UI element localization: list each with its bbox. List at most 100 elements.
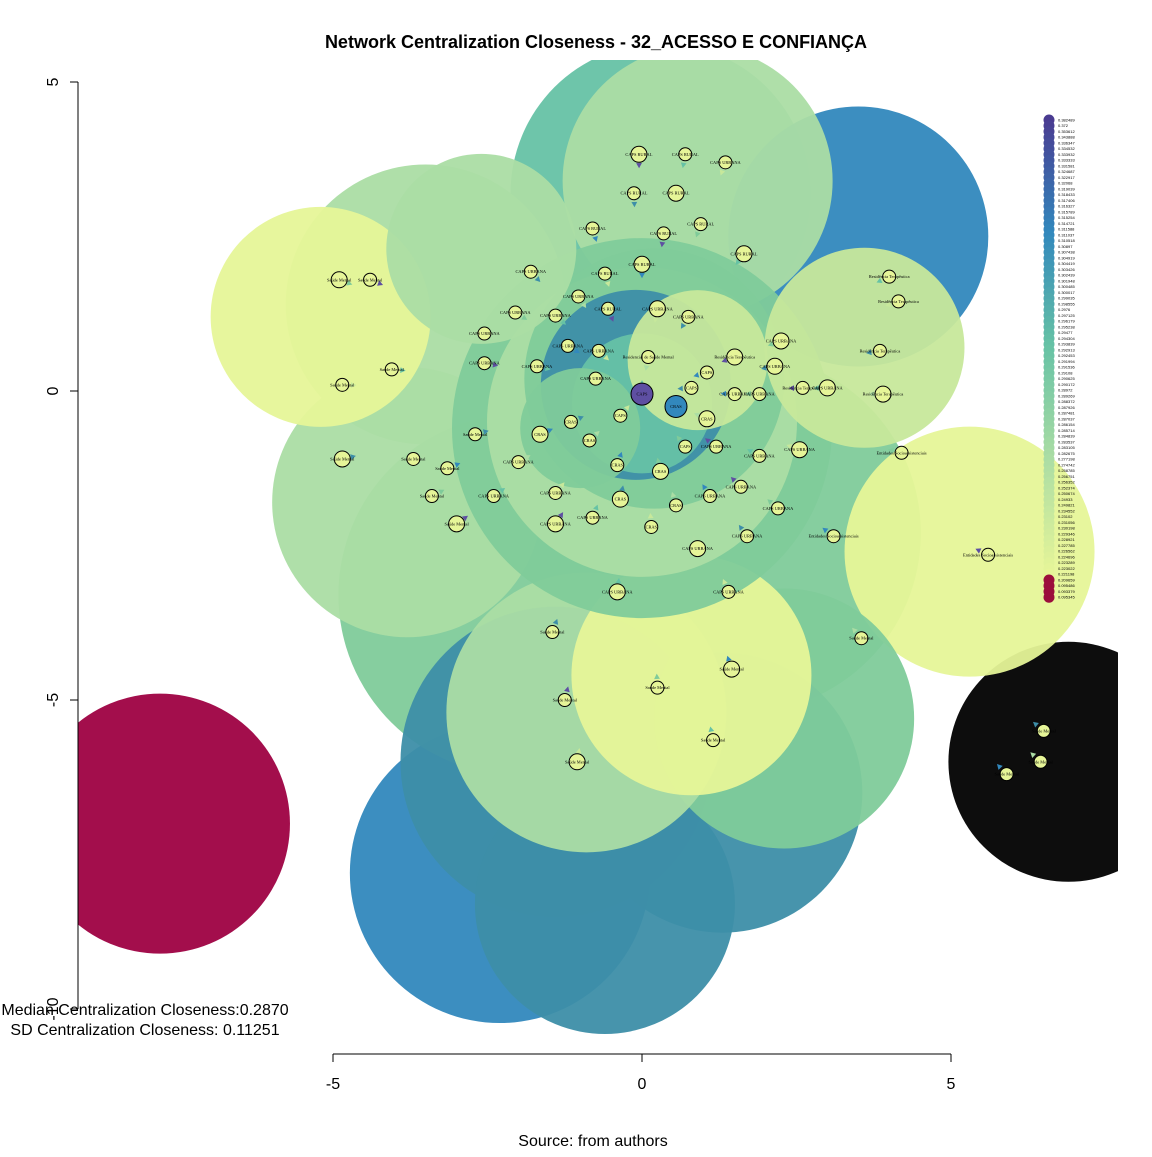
node-label: Entidades Socioassistenciais: [876, 450, 926, 455]
edge-arrow: [420, 453, 427, 460]
network-node: [726, 348, 744, 366]
legend-label: 0.334532: [1058, 146, 1075, 151]
network-node: [668, 498, 683, 513]
edge-arrow: [887, 447, 894, 454]
node-label: Saúde Mental: [719, 667, 744, 672]
legend-label: 0.333333: [1058, 158, 1075, 163]
network-node: [523, 264, 538, 279]
legend-label: 0.221198: [1058, 572, 1075, 577]
edge-arrow: [623, 405, 630, 412]
network-node: [718, 155, 733, 170]
edge-arrow: [557, 512, 564, 519]
legend-label: 0.223022: [1058, 566, 1075, 571]
legend-label: 0.256352: [1058, 480, 1075, 485]
edge-arrow: [350, 382, 357, 388]
network-node: [546, 515, 564, 533]
legend: 0.3824890.3720.3536120.3438880.3363470.3…: [1043, 114, 1075, 603]
axes-layer: 5 0 -5 -10 -5 0 5: [45, 77, 956, 1093]
edge-arrow: [813, 385, 819, 391]
network-node: [818, 379, 836, 397]
edge-arrow: [655, 457, 662, 464]
network-node: [678, 439, 693, 454]
network-node: [585, 221, 600, 236]
network-node: [709, 439, 724, 454]
node-label: Residência Terapêutica: [878, 299, 919, 304]
node-label: Entidades Socioassistenciais: [809, 534, 859, 539]
node-label: Saúde Mental: [444, 521, 469, 526]
node-label: CAPS URBANA: [469, 331, 500, 336]
node-label: Saúde Mental: [994, 772, 1019, 777]
network-node: [563, 414, 578, 429]
node-label: CRAS: [565, 419, 577, 424]
node-label: CRAS: [655, 469, 667, 474]
edge-arrow: [876, 277, 883, 283]
network-node: [723, 660, 741, 678]
legend-label: 0.095345: [1058, 595, 1075, 600]
legend-label: 0.285714: [1058, 428, 1075, 433]
node-label: CAPS URBANA: [726, 484, 757, 489]
legend-label: 0.303426: [1058, 267, 1075, 272]
network-node: [424, 489, 439, 504]
edge-arrow: [615, 577, 622, 584]
legend-label: 0.288372: [1058, 399, 1075, 404]
network-node: [678, 147, 693, 162]
network-node: [999, 767, 1014, 782]
legend-label: 0.322917: [1058, 175, 1075, 180]
edge-arrow: [761, 365, 767, 371]
network-node: [363, 272, 378, 287]
legend-label: 0.314721: [1058, 221, 1075, 226]
legend-label: 0.315254: [1058, 215, 1075, 220]
network-node: [591, 343, 606, 358]
network-node: [689, 540, 707, 558]
node-label: CAPS RURAL: [629, 262, 656, 267]
edge-arrow: [604, 281, 611, 287]
legend-label: 0.304919: [1058, 255, 1075, 260]
node-label: Saúde Mental: [380, 367, 405, 372]
network-node: [826, 529, 841, 544]
edge-arrow: [692, 535, 698, 542]
node-label: CRAS: [612, 463, 624, 468]
network-node: [721, 584, 736, 599]
network-node: [531, 425, 549, 443]
legend-label: 0.287926: [1058, 405, 1075, 410]
network-node: [529, 359, 544, 374]
node-label: CAPS URBANA: [719, 392, 750, 397]
edge-arrow: [350, 454, 356, 460]
legend-label: 0.283537: [1058, 439, 1075, 444]
network-node: [727, 387, 742, 402]
edge-arrow: [577, 415, 584, 422]
network-node: [766, 357, 784, 375]
legend-label: 0.353612: [1058, 129, 1075, 134]
network-node: [791, 441, 809, 459]
network-node: [733, 479, 748, 494]
edge-arrow: [767, 499, 774, 505]
node-label: CAPS URBANA: [760, 364, 791, 369]
edge-arrow: [492, 361, 499, 368]
legend-label: 0.307438: [1058, 250, 1075, 255]
node-label: CAPS RURAL: [687, 222, 714, 227]
node-label: CRAS: [646, 524, 658, 529]
node-label: CAPS RURAL: [650, 231, 677, 236]
network-node: [872, 343, 887, 358]
legend-label: 0.095486: [1058, 583, 1075, 588]
edge-arrow: [643, 365, 650, 371]
network-node: [706, 733, 721, 748]
edge-arrow: [491, 333, 498, 340]
node-label: Saúde Mental: [645, 685, 670, 690]
node-label: CAPS RURAL: [595, 306, 622, 311]
network-node: [568, 753, 586, 771]
network-node: [613, 408, 628, 423]
edge-arrow: [580, 302, 587, 309]
legend-label: 0.299035: [1058, 296, 1075, 301]
node-label: CAPS RURAL: [579, 226, 606, 231]
node-label: CAPS URBANA: [701, 444, 732, 449]
edge-arrow: [454, 462, 461, 468]
node-label: Saúde Mental: [435, 466, 460, 471]
network-node: [693, 217, 708, 232]
edge-arrow: [558, 482, 565, 489]
legend-label: 0.289269: [1058, 393, 1075, 398]
legend-label: 0.301948: [1058, 278, 1075, 283]
node-label: Saúde Mental: [358, 277, 383, 282]
node-halo: [210, 206, 431, 427]
